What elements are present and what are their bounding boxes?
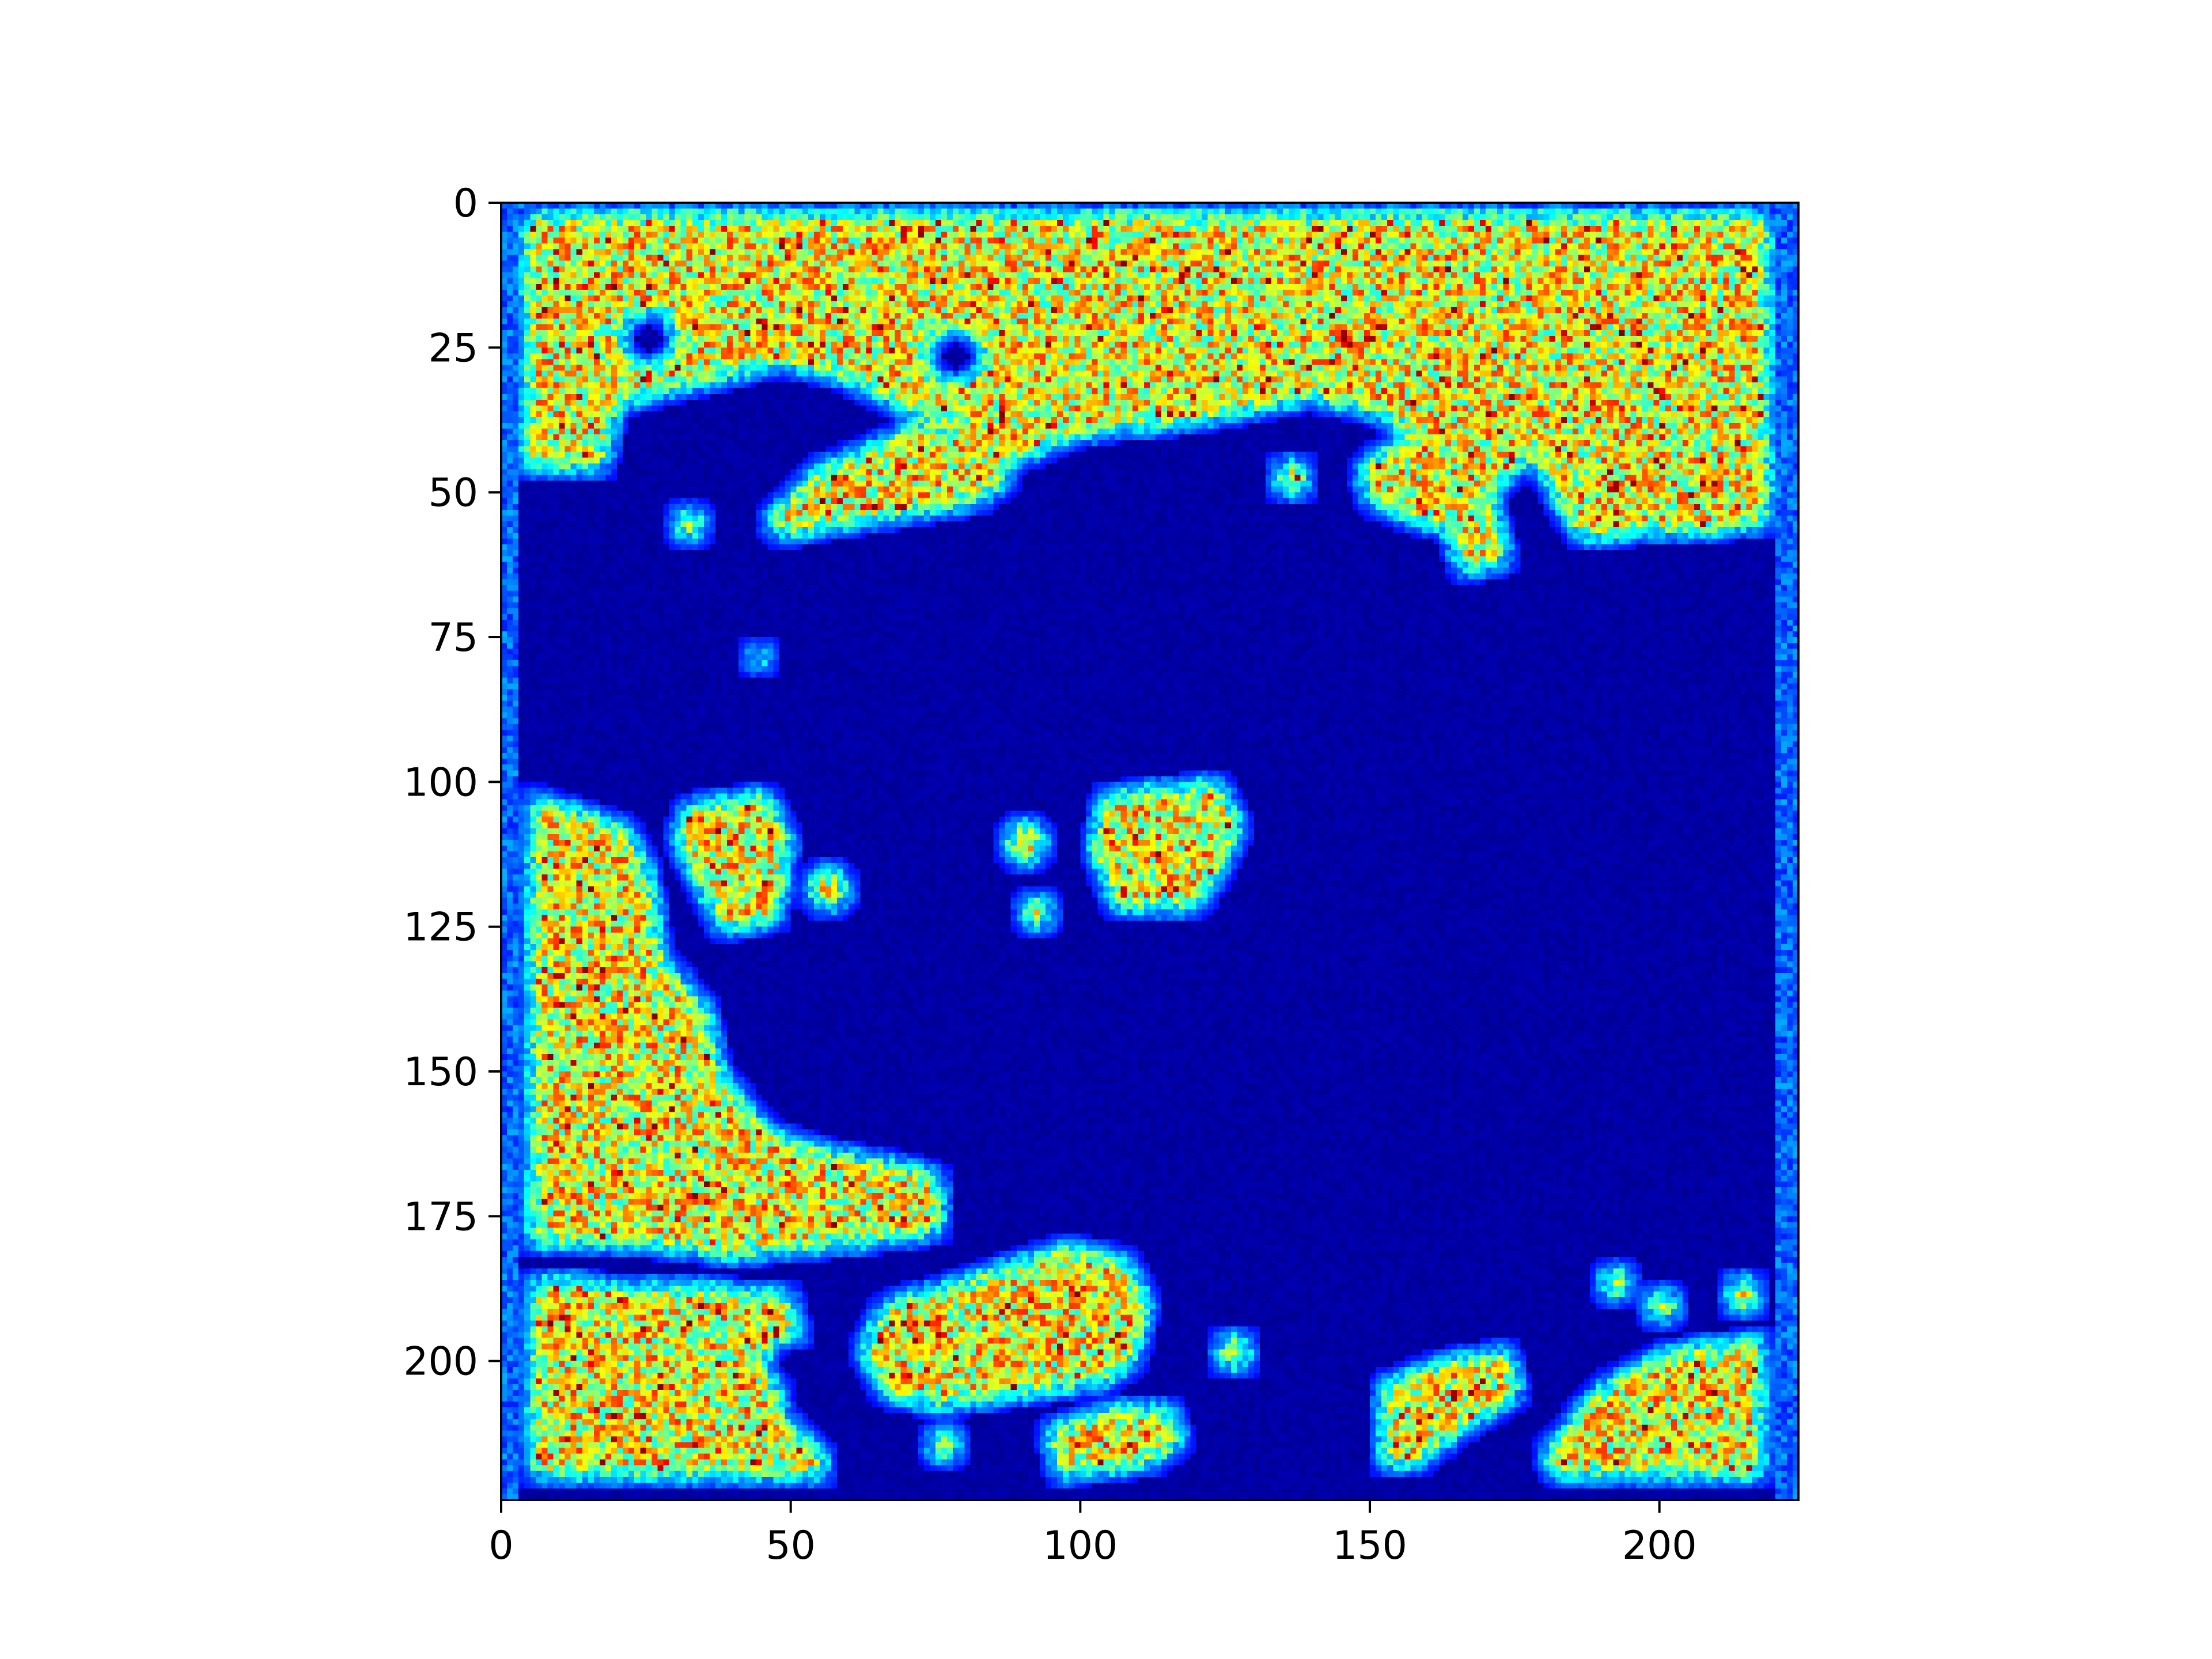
y-axis-ticks: 0 25 50 75 100 125 150 175 200 [403,181,501,1385]
heatmap-image [501,203,1798,1500]
y-tick-label: 175 [403,1194,478,1240]
x-tick-label: 0 [488,1523,513,1569]
y-tick-label: 0 [453,181,478,226]
y-tick-label: 100 [403,760,478,805]
y-tick-label: 125 [403,905,478,950]
x-axis-ticks: 0 50 100 150 200 [488,1500,1697,1569]
y-tick-label: 200 [403,1339,478,1385]
x-tick-label: 150 [1332,1523,1407,1569]
x-tick-label: 200 [1622,1523,1697,1569]
y-tick-label: 75 [428,615,478,661]
axes-frame [500,202,1800,1501]
y-tick-label: 150 [403,1050,478,1095]
y-tick-label: 50 [428,471,478,516]
y-tick-label: 25 [428,325,478,371]
x-tick-label: 100 [1043,1523,1118,1569]
x-tick-label: 50 [766,1523,816,1569]
